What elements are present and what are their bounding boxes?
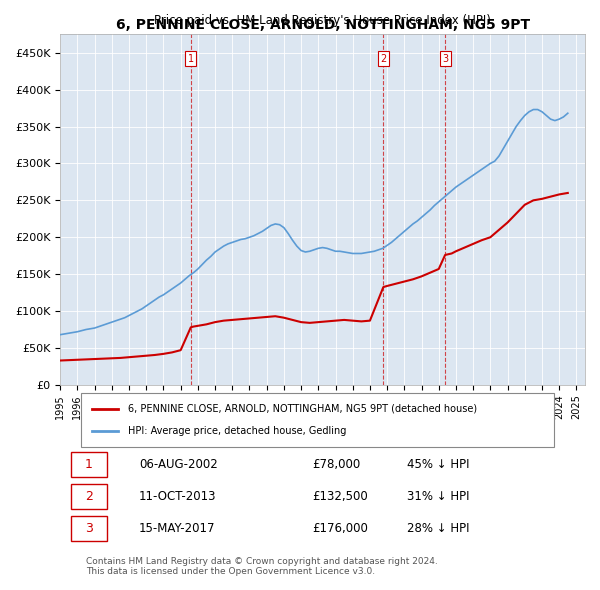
Text: 11-OCT-2013: 11-OCT-2013	[139, 490, 217, 503]
Text: 45% ↓ HPI: 45% ↓ HPI	[407, 458, 469, 471]
FancyBboxPatch shape	[71, 484, 107, 509]
Text: £78,000: £78,000	[312, 458, 361, 471]
Title: 6, PENNINE CLOSE, ARNOLD, NOTTINGHAM, NG5 9PT: 6, PENNINE CLOSE, ARNOLD, NOTTINGHAM, NG…	[116, 18, 530, 32]
Text: Contains HM Land Registry data © Crown copyright and database right 2024.
This d: Contains HM Land Registry data © Crown c…	[86, 557, 438, 576]
FancyBboxPatch shape	[81, 393, 554, 447]
Text: £132,500: £132,500	[312, 490, 368, 503]
FancyBboxPatch shape	[71, 452, 107, 477]
Text: 3: 3	[85, 522, 93, 535]
Text: HPI: Average price, detached house, Gedling: HPI: Average price, detached house, Gedl…	[128, 426, 347, 436]
Text: 1: 1	[188, 54, 194, 64]
Text: Price paid vs. HM Land Registry's House Price Index (HPI): Price paid vs. HM Land Registry's House …	[154, 14, 491, 27]
Text: 06-AUG-2002: 06-AUG-2002	[139, 458, 218, 471]
Text: 1: 1	[85, 458, 93, 471]
Text: 2: 2	[85, 490, 93, 503]
Text: £176,000: £176,000	[312, 522, 368, 535]
FancyBboxPatch shape	[71, 516, 107, 541]
Text: 3: 3	[442, 54, 448, 64]
Text: 6, PENNINE CLOSE, ARNOLD, NOTTINGHAM, NG5 9PT (detached house): 6, PENNINE CLOSE, ARNOLD, NOTTINGHAM, NG…	[128, 404, 478, 414]
Text: 15-MAY-2017: 15-MAY-2017	[139, 522, 215, 535]
Text: 31% ↓ HPI: 31% ↓ HPI	[407, 490, 469, 503]
Text: 28% ↓ HPI: 28% ↓ HPI	[407, 522, 469, 535]
Text: 2: 2	[380, 54, 386, 64]
